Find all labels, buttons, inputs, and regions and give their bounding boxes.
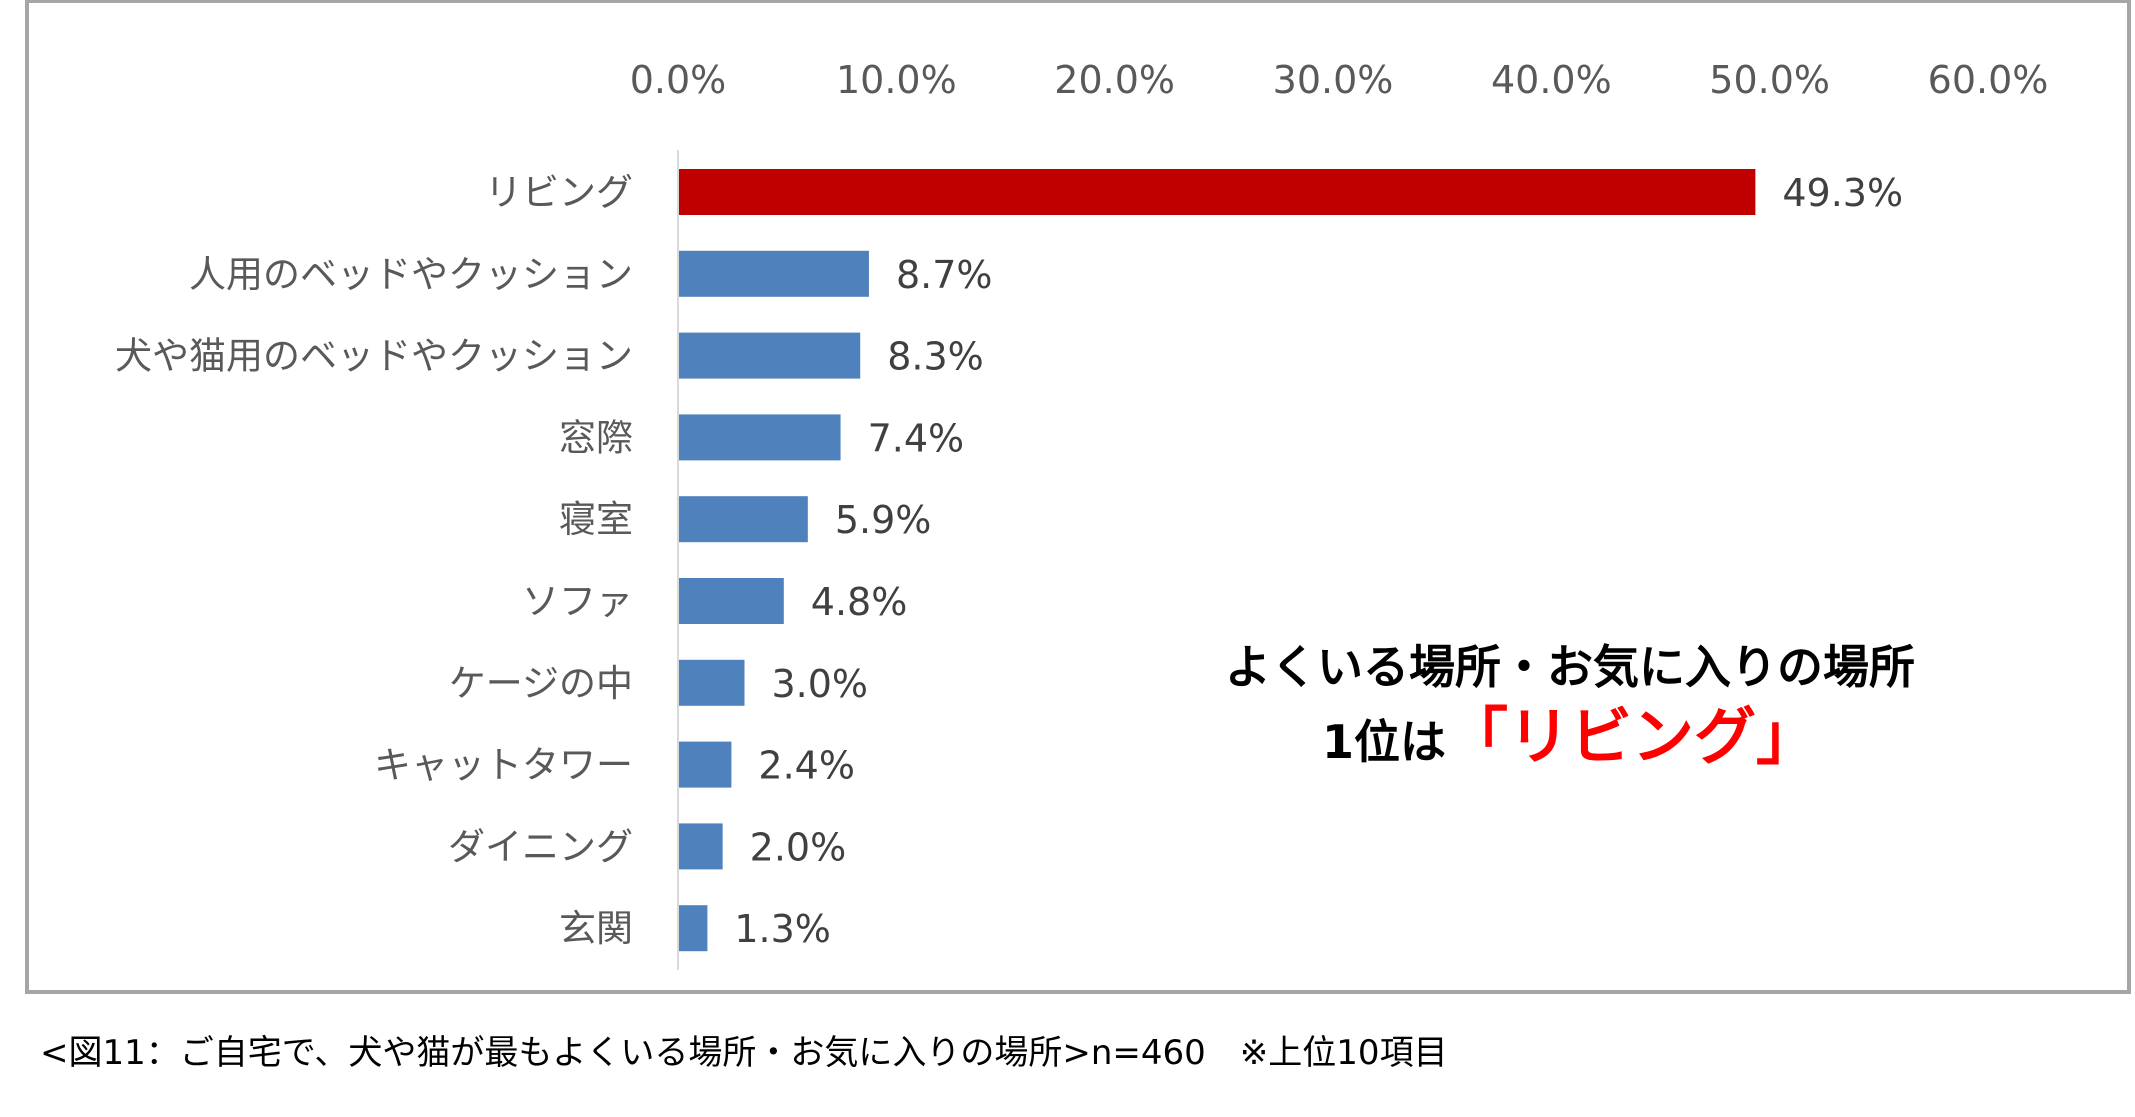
data-label: 5.9% <box>835 498 932 542</box>
bar <box>679 250 869 297</box>
x-tick-label: 20.0% <box>1054 58 1175 102</box>
x-tick-label: 10.0% <box>836 58 957 102</box>
bar <box>679 496 808 543</box>
annotation-highlight: 「リビング」 <box>1446 700 1819 773</box>
data-label: 2.0% <box>750 825 847 869</box>
data-label: 8.7% <box>896 253 993 297</box>
figure-caption: <図11：ご自宅で、犬や猫が最もよくいる場所・お気に入りの場所>n=460 ※上… <box>40 1033 1448 1073</box>
data-label: 4.8% <box>811 580 908 624</box>
category-label: 玄関 <box>559 907 633 950</box>
data-label: 49.3% <box>1782 171 1903 215</box>
annotation-prefix: 1位は <box>1321 715 1446 769</box>
category-label: 窓際 <box>559 416 633 459</box>
x-tick-label: 0.0% <box>630 58 727 102</box>
x-tick-label: 50.0% <box>1709 58 1830 102</box>
bar <box>679 169 1756 215</box>
bar <box>679 578 784 624</box>
bar <box>679 823 723 870</box>
category-label: 寝室 <box>559 498 633 541</box>
category-label: キャットタワー <box>374 744 633 787</box>
bar-chart: 0.0% 10.0% 20.0% 30.0% 40.0% 50.0% 60.0% リビング 49… <box>115 58 2049 970</box>
data-label: 2.4% <box>758 744 855 788</box>
x-tick-label: 30.0% <box>1273 58 1394 102</box>
category-label: ケージの中 <box>449 662 633 705</box>
category-label: リビング <box>485 171 633 214</box>
data-label: 7.4% <box>868 416 965 460</box>
bar <box>679 659 745 706</box>
data-label: 8.3% <box>887 335 984 379</box>
x-tick-label: 60.0% <box>1928 58 2049 102</box>
chart-frame <box>25 0 2131 994</box>
data-label: 1.3% <box>734 907 831 951</box>
category-label: ソファ <box>522 580 633 623</box>
x-tick-label: 40.0% <box>1491 58 1612 102</box>
data-label: 3.0% <box>772 662 869 706</box>
annotation-line1: よくいる場所・お気に入りの場所 <box>1225 640 1915 694</box>
bar <box>679 332 861 379</box>
category-label: 犬や猫用のベッドやクッション <box>115 335 633 378</box>
category-label: 人用のベッドやクッション <box>189 253 633 296</box>
category-label: ダイニング <box>448 825 633 868</box>
chart-annotation: よくいる場所・お気に入りの場所 1位は「リビング」 <box>1100 635 2040 780</box>
bar <box>679 905 708 952</box>
bar <box>679 414 841 461</box>
bar <box>679 741 732 788</box>
annotation-line2: 1位は「リビング」 <box>1100 699 2040 780</box>
